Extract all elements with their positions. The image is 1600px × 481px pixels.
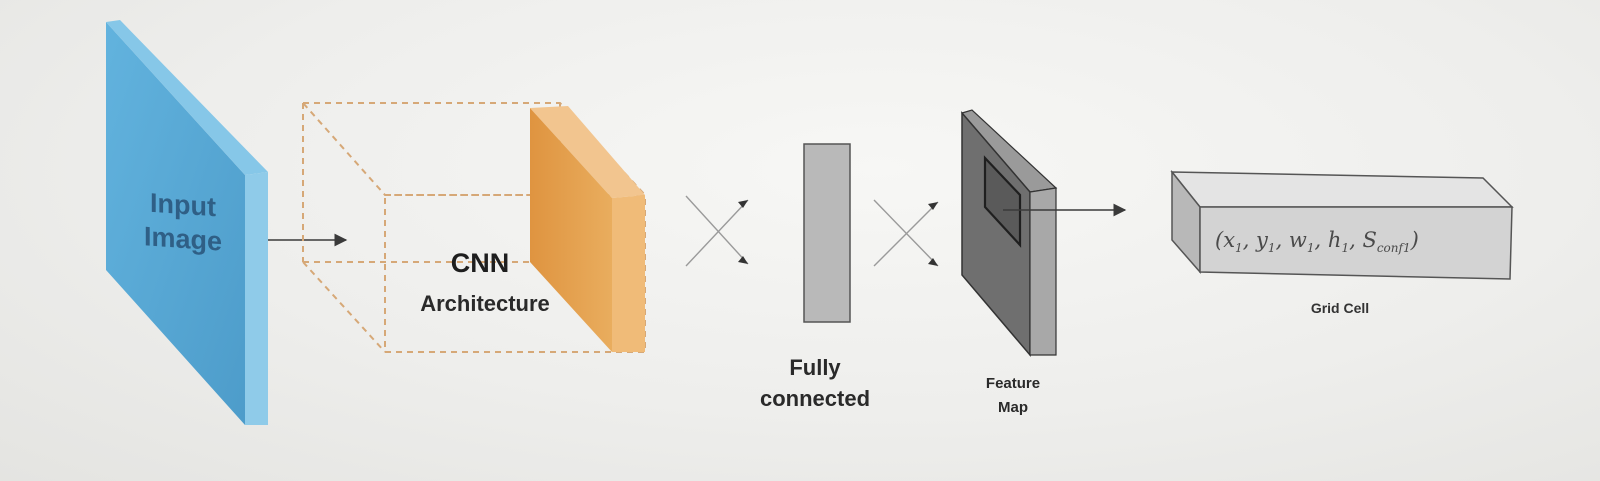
tuple-item: y1 [1256,228,1276,256]
grid-cell-label: Grid Cell [1310,300,1370,316]
feature-map-label: Feature Map [958,372,1068,420]
tuple-item-sub: 1 [1341,241,1350,256]
tuple-item-var: y [1256,228,1268,252]
cross-connections-1 [685,195,749,267]
tuple-item-sub: 1 [1306,241,1315,256]
feature-map-slab [960,109,1058,358]
tuple-separator: , [1314,228,1328,252]
tuple-close: ) [1410,228,1419,252]
cnn-subtitle: Architecture [420,291,550,316]
cross-connections-2 [873,199,939,267]
feature-map-label-line1: Feature [985,375,1041,392]
tuple-separator: , [1242,228,1257,252]
fully-connected-layer [803,143,851,323]
tuple-item-sub: conf1 [1376,241,1411,256]
grid-cell-box [1170,169,1514,280]
tuple-item: Sconf1 [1362,228,1411,256]
tuple-item: w1 [1288,228,1315,256]
tuple-separator: , [1275,228,1289,252]
tuple-item-var: w [1288,228,1307,252]
tuple-open: ( [1215,228,1224,252]
tuple-item: h1 [1327,228,1350,256]
fully-connected-label-line1: Fully [789,355,841,380]
input-image-label: Input Image [118,183,248,260]
tuple-item-var: h [1327,228,1342,252]
tuple-item-var: S [1362,228,1377,252]
cnn-title: CNN [450,248,510,278]
fully-connected-label-line2: connected [759,386,871,411]
fully-connected-label: Fully connected [735,352,895,414]
tuple-items: x1, y1, w1, h1, Sconf1 [1223,228,1411,256]
grid-cell-tuple: (x1, y1, w1, h1, Sconf1) [1215,228,1505,255]
tuple-item-var: x [1223,228,1236,252]
tuple-item: x1 [1223,228,1243,256]
tuple-item-sub: 1 [1267,241,1276,256]
tuple-item-sub: 1 [1235,241,1243,256]
feature-map-grid-cell-highlight [983,155,1022,248]
feature-map-label-line2: Map [998,399,1028,416]
input-image-slab [106,20,268,425]
cnn-orange-slab [530,106,645,352]
tuple-separator: , [1349,228,1363,252]
